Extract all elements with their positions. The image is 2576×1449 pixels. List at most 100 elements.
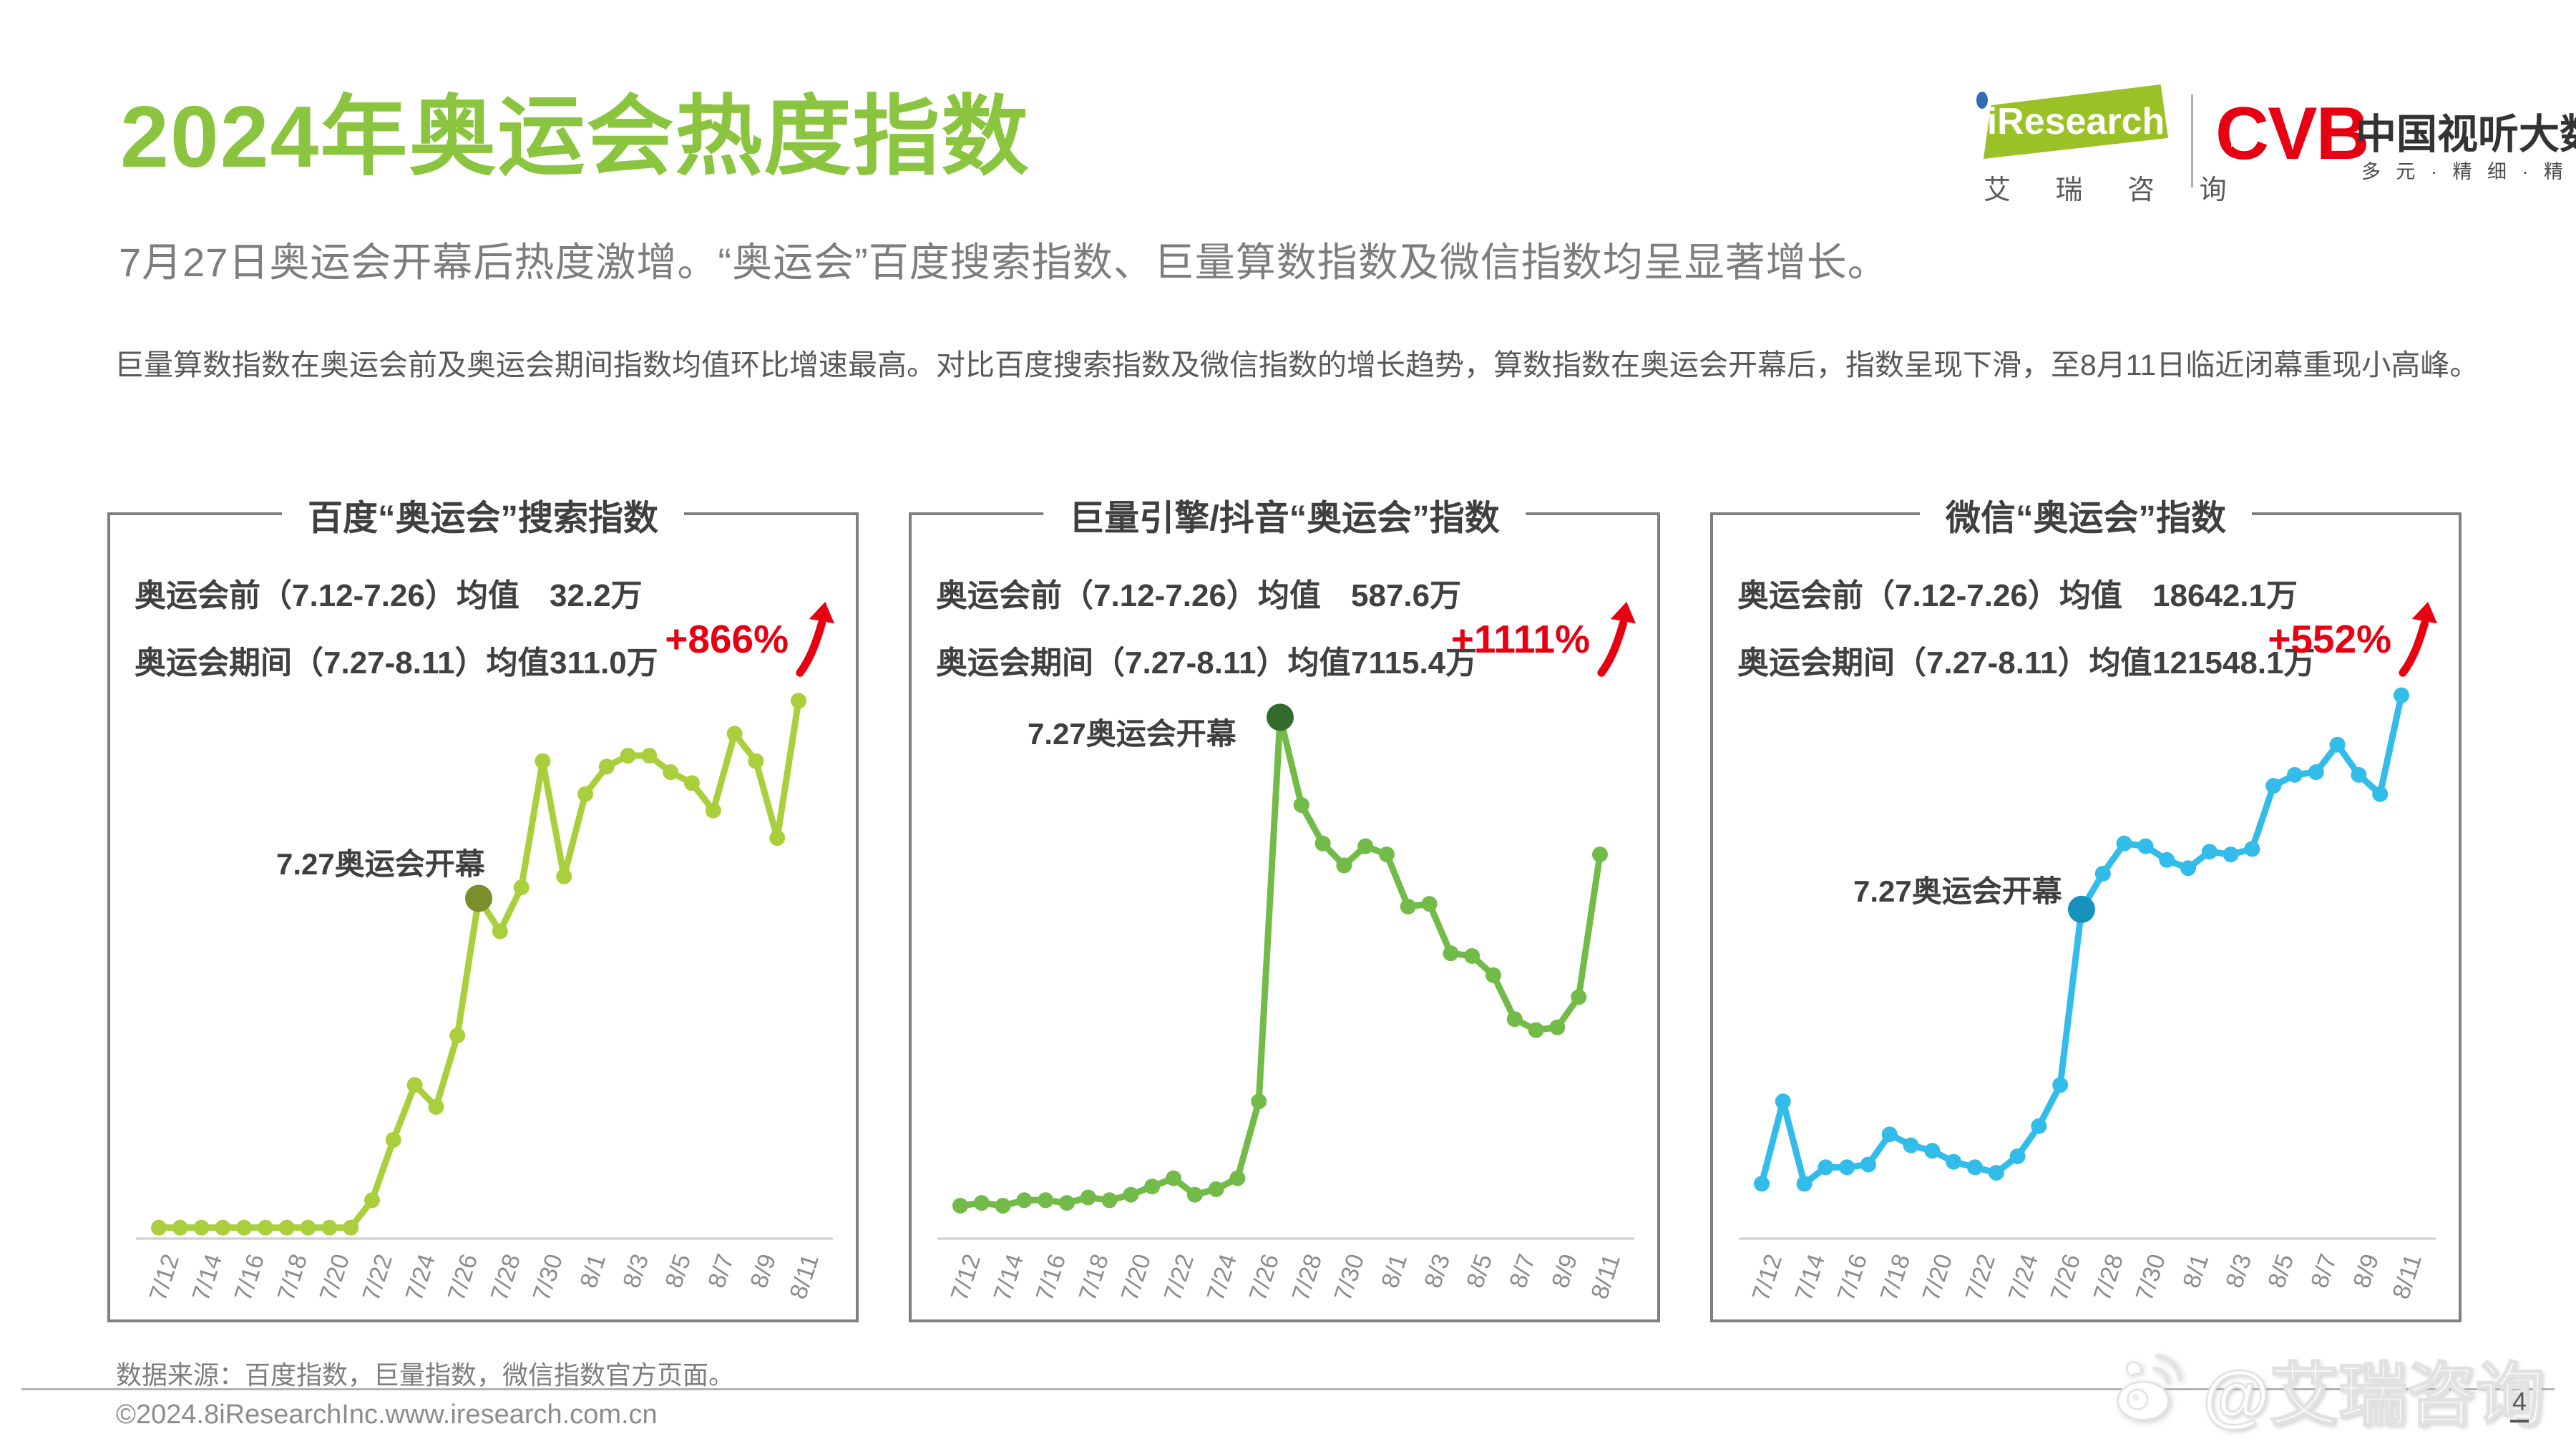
cvb-cn-label: 中国视听大数据 xyxy=(2356,112,2576,157)
data-point xyxy=(2201,844,2218,860)
data-point xyxy=(236,1219,253,1236)
data-point xyxy=(1592,847,1608,863)
stat-row-during: 奥运会期间（7.27-8.11）均值 311.0万 xyxy=(135,637,658,683)
data-point xyxy=(1796,1176,1813,1192)
page-number: 4 xyxy=(2510,1387,2529,1423)
data-point xyxy=(2159,852,2175,868)
stat-row-during: 奥运会期间（7.27-8.11）均值 7115.4万 xyxy=(936,637,1477,683)
growth-badge: +1111% xyxy=(1451,595,1636,683)
weibo-icon xyxy=(2117,1353,2182,1421)
data-point xyxy=(1314,835,1331,852)
data-point xyxy=(385,1131,401,1148)
data-point xyxy=(1549,1019,1566,1035)
data-point xyxy=(1379,847,1395,863)
data-point xyxy=(300,1219,316,1236)
data-point xyxy=(1336,857,1352,874)
data-point xyxy=(1818,1159,1834,1176)
stat-label: 奥运会期间（7.27-8.11）均值 xyxy=(1737,645,2152,680)
data-point xyxy=(577,786,593,802)
opening-annotation: 7.27奥运会开幕 xyxy=(1028,717,1236,751)
data-point xyxy=(364,1192,380,1209)
growth-badge: +866% xyxy=(665,595,834,683)
data-point xyxy=(973,1195,990,1211)
stat-row-during: 奥运会期间（7.27-8.11）均值 121548.1万 xyxy=(1737,637,2316,683)
page-subtitle: 7月27日奥运会开幕后热度激增。“奥运会”百度搜索指数、巨量算数指数及微信指数均… xyxy=(119,240,1888,285)
data-point xyxy=(1059,1195,1075,1211)
opening-annotation: 7.27奥运会开幕 xyxy=(1853,874,2062,908)
data-point xyxy=(2223,847,2239,863)
data-point xyxy=(1038,1192,1054,1209)
data-point xyxy=(1101,1192,1118,1209)
cvb-play-icon xyxy=(2231,127,2247,147)
page-title: 2024年奥运会热度指数 xyxy=(120,88,1030,185)
data-point xyxy=(684,775,700,791)
data-point xyxy=(1186,1186,1203,1203)
line-series xyxy=(155,697,802,1231)
growth-badge: +552% xyxy=(2268,595,2437,683)
chart-stats: 奥运会前（7.12-7.26）均值 18642.1万 奥运会期间（7.27-8.… xyxy=(1737,570,2316,704)
data-point xyxy=(1924,1143,1941,1159)
data-point xyxy=(1946,1153,1962,1170)
data-point xyxy=(1860,1156,1876,1173)
data-point xyxy=(513,879,530,896)
opening-day-marker xyxy=(2068,895,2095,923)
chart-card-douyin: 巨量引擎/抖音“奥运会”指数 奥运会前（7.12-7.26）均值 587.6万 … xyxy=(909,489,1660,1322)
data-point xyxy=(1571,989,1587,1005)
chart-card-baidu: 百度“奥运会”搜索指数 奥运会前（7.12-7.26）均值 32.2万 奥运会期… xyxy=(107,489,859,1322)
iresearch-cn-label: 艾 瑞 咨 询 xyxy=(1984,175,2245,205)
stat-label: 奥运会前（7.12-7.26）均值 xyxy=(135,578,519,613)
opening-day-marker xyxy=(465,884,492,912)
data-point xyxy=(1166,1170,1181,1186)
data-point xyxy=(2052,1077,2069,1093)
stat-label: 奥运会期间（7.27-8.11）均值 xyxy=(936,645,1351,680)
data-point xyxy=(556,868,572,884)
data-point xyxy=(620,748,636,764)
data-point xyxy=(1123,1186,1139,1203)
data-point xyxy=(2031,1118,2047,1134)
up-arrow-icon xyxy=(796,602,834,677)
line-series xyxy=(957,713,1604,1209)
stat-value: 18642.1万 xyxy=(2152,578,2298,613)
chart-card-wechat: 微信“奥运会”指数 奥运会前（7.12-7.26）均值 18642.1万 奥运会… xyxy=(1710,489,2462,1322)
data-point xyxy=(215,1219,231,1236)
growth-percent: +552% xyxy=(2268,617,2391,661)
chart-title: 百度“奥运会”搜索指数 xyxy=(281,489,685,541)
data-point xyxy=(449,1028,466,1044)
stat-value: 311.0万 xyxy=(550,645,658,680)
stat-value: 7115.4万 xyxy=(1351,645,1478,680)
data-point xyxy=(2116,835,2132,852)
data-point xyxy=(1839,1159,1855,1176)
stat-label: 奥运会前（7.12-7.26）均值 xyxy=(936,578,1321,613)
opening-annotation: 7.27奥运会开幕 xyxy=(276,847,485,881)
cvb-tagline: 多 元 · 精 细 · 精 准 xyxy=(2361,161,2576,182)
data-point xyxy=(1016,1192,1033,1209)
data-point xyxy=(769,830,786,847)
data-point xyxy=(1881,1126,1898,1143)
line-series xyxy=(1758,692,2405,1187)
data-point xyxy=(663,764,679,781)
logo-divider xyxy=(2191,94,2193,187)
up-arrow-icon xyxy=(1597,602,1636,677)
data-point xyxy=(1229,1170,1246,1186)
data-point xyxy=(1293,797,1309,814)
data-point xyxy=(535,753,551,769)
stat-label: 奥运会前（7.12-7.26）均值 xyxy=(1737,578,2122,613)
data-point xyxy=(1775,1093,1791,1110)
stat-label: 奥运会期间（7.27-8.11）均值 xyxy=(135,645,550,680)
footer-divider xyxy=(21,1388,2555,1390)
line-chart-douyin xyxy=(937,703,1634,1240)
stat-value: 121548.1万 xyxy=(2152,645,2316,680)
up-arrow-icon xyxy=(2399,602,2437,677)
data-point xyxy=(2308,764,2324,781)
line-chart-wechat xyxy=(1739,687,2436,1240)
data-point xyxy=(1208,1181,1224,1197)
data-point xyxy=(1144,1179,1161,1195)
data-point xyxy=(726,726,743,742)
data-point xyxy=(1754,1176,1770,1192)
data-point xyxy=(1506,1011,1523,1028)
growth-percent: +866% xyxy=(665,617,789,661)
stat-row-pre: 奥运会前（7.12-7.26）均值 18642.1万 xyxy=(1737,570,2316,615)
data-point xyxy=(1988,1164,2004,1181)
data-point xyxy=(1464,947,1480,964)
data-point xyxy=(2351,766,2367,783)
